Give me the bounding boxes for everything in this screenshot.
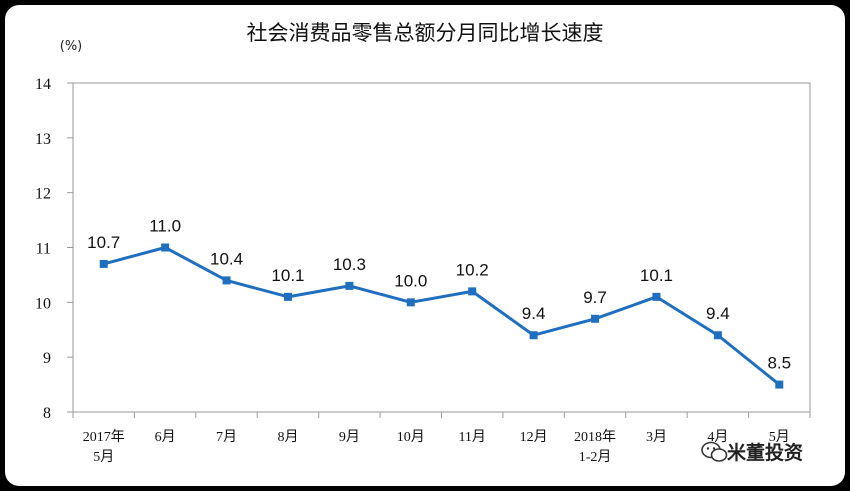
wechat-icon [701,441,728,462]
y-tick-label: 8 [43,405,51,422]
series-retail-sales-growth [99,243,784,389]
y-tick-label: 10 [35,295,51,312]
data-point [283,292,292,301]
plot-area-border [72,82,811,413]
data-point [222,276,231,285]
data-label: 10.1 [271,266,304,285]
data-label: 10.3 [333,255,366,274]
x-tick-label: 12月 [520,429,548,445]
x-tick-label: 11月 [458,429,485,445]
data-label: 9.7 [583,288,607,307]
chart-frame: 社会消费品零售总额分月同比增长速度 (%) 8 9 10 11 12 13 14 2017年… [5,5,845,486]
x-tick-label: 4月 [707,429,728,445]
x-tick-label: 10月 [397,429,425,445]
data-labels: 10.7 11.0 10.4 10.1 10.3 10.0 10.2 9.4 9.7 10.1 9.… [87,217,791,373]
data-label: 10.0 [394,271,427,290]
data-point [529,331,538,340]
data-point [591,314,600,323]
y-tick-label: 9 [43,350,51,367]
y-tick-label: 14 [35,76,51,93]
y-tick-label: 12 [35,186,51,203]
x-tick-label: 6月 [155,429,176,445]
x-tick-label: 5月 [769,429,790,445]
line-chart: 社会消费品零售总额分月同比增长速度 (%) 8 9 10 11 12 13 14 2017年… [35,21,811,465]
data-point [713,331,722,340]
data-label: 11.0 [149,217,181,236]
chart-title: 社会消费品零售总额分月同比增长速度 [247,21,604,45]
data-point [775,380,784,389]
y-tick-label: 13 [35,131,51,148]
data-point [345,281,354,290]
data-label: 8.5 [767,354,791,373]
data-label: 10.1 [640,266,673,285]
x-tick-label: 5月 [93,449,114,465]
x-tick-label: 1-2月 [579,449,612,465]
x-axis: 2017年 5月 6月 7月 8月 9月 10月 11月 12月 2018年 1-2月 3月 4月 5月 [72,412,811,465]
data-point [99,259,108,268]
series-line [103,246,781,386]
data-label: 9.4 [522,304,546,323]
x-tick-label: 9月 [339,429,360,445]
data-label: 9.4 [706,304,730,323]
watermark-text: 米董投资 [727,441,803,464]
data-point [468,287,477,296]
x-tick-label: 8月 [277,429,298,445]
data-point [406,298,415,307]
y-tick-label: 11 [36,241,51,258]
x-tick-label: 3月 [646,429,667,445]
y-axis-unit: (%) [60,39,83,54]
x-tick-label: 2018年 [574,429,616,445]
x-tick-label: 2017年 [83,429,125,445]
data-point [652,292,661,301]
y-axis: 8 9 10 11 12 13 14 [35,76,73,422]
watermark: 米董投资 [701,441,803,464]
x-tick-label: 7月 [216,429,237,445]
data-label: 10.7 [87,233,120,252]
data-point [161,243,170,252]
data-label: 10.2 [456,260,489,279]
data-label: 10.4 [210,249,243,268]
